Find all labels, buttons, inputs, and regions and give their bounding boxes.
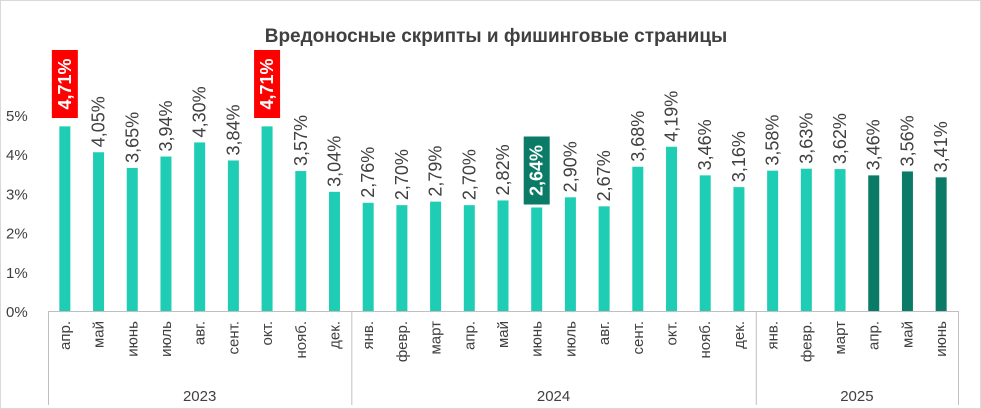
bar bbox=[362, 202, 374, 311]
category-label: янв. bbox=[765, 321, 782, 350]
bar bbox=[868, 175, 880, 311]
data-label: 3,84% bbox=[223, 104, 243, 155]
y-tick-label: 1% bbox=[6, 265, 28, 282]
category-label: июнь bbox=[933, 321, 950, 357]
bar bbox=[328, 191, 340, 311]
category-label: май bbox=[91, 321, 108, 348]
data-label: 4,71% bbox=[257, 58, 277, 109]
category-label: июнь bbox=[529, 321, 546, 357]
data-label: 2,82% bbox=[493, 144, 513, 195]
category-label: нояб. bbox=[697, 321, 714, 359]
data-label: 3,46% bbox=[695, 119, 715, 170]
data-label: 2,90% bbox=[560, 141, 580, 192]
bar bbox=[699, 175, 711, 311]
data-label: 2,79% bbox=[426, 146, 446, 197]
bar bbox=[93, 152, 105, 311]
category-label: авг. bbox=[596, 321, 613, 345]
category-label: сент. bbox=[225, 321, 242, 355]
y-tick-label: 4% bbox=[6, 147, 28, 164]
data-label: 2,70% bbox=[459, 149, 479, 200]
bar bbox=[59, 126, 71, 311]
bar bbox=[531, 207, 543, 311]
data-label-highlight-box bbox=[51, 50, 78, 118]
category-label: янв. bbox=[360, 321, 377, 350]
category-label: март bbox=[832, 321, 849, 355]
category-label: дек. bbox=[731, 321, 748, 349]
data-label: 4,19% bbox=[662, 91, 682, 142]
category-label: окт. bbox=[259, 321, 276, 345]
data-label: 4,30% bbox=[190, 86, 210, 137]
bar bbox=[733, 187, 745, 311]
data-label: 3,65% bbox=[122, 112, 142, 163]
category-label: февр. bbox=[798, 321, 815, 362]
data-label: 3,56% bbox=[897, 115, 917, 166]
category-label: июль bbox=[158, 321, 175, 357]
data-label-highlight-box bbox=[523, 136, 550, 205]
data-label: 3,62% bbox=[830, 113, 850, 164]
category-label: дек. bbox=[326, 321, 343, 349]
bar bbox=[126, 167, 138, 311]
bar bbox=[666, 146, 678, 311]
category-label: июнь bbox=[124, 321, 141, 357]
category-label: нояб. bbox=[293, 321, 310, 359]
category-label: апр. bbox=[461, 321, 478, 350]
bar bbox=[463, 205, 475, 311]
data-label: 3,58% bbox=[763, 115, 783, 166]
category-label: июль bbox=[562, 321, 579, 357]
data-label: 4,71% bbox=[55, 58, 75, 109]
y-axis: 0% 1% 2% 3% 4% 5% bbox=[6, 108, 28, 321]
data-label: 2,76% bbox=[358, 147, 378, 198]
bar bbox=[227, 160, 239, 311]
data-label: 3,46% bbox=[864, 119, 884, 170]
data-label: 3,94% bbox=[156, 101, 176, 152]
y-tick-label: 2% bbox=[6, 226, 28, 243]
category-label: март bbox=[428, 321, 445, 355]
category-label: май bbox=[899, 321, 916, 348]
category-label: апр. bbox=[57, 321, 74, 350]
bar bbox=[497, 200, 509, 311]
data-label: 4,05% bbox=[89, 96, 109, 147]
bar bbox=[564, 197, 576, 311]
bar bbox=[194, 142, 206, 311]
bar bbox=[632, 166, 644, 311]
category-label: сент. bbox=[630, 321, 647, 355]
bar bbox=[767, 170, 779, 311]
year-label: 2023 bbox=[183, 388, 216, 405]
category-label: апр. bbox=[866, 321, 883, 350]
data-label: 3,68% bbox=[628, 111, 648, 162]
data-label: 2,67% bbox=[594, 150, 614, 201]
category-label: авг. bbox=[192, 321, 209, 345]
category-label: февр. bbox=[394, 321, 411, 362]
data-label-highlight-box bbox=[254, 50, 281, 118]
chart-title: Вредоносные скрипты и фишинговые страниц… bbox=[265, 26, 728, 47]
bar bbox=[160, 156, 172, 311]
bar bbox=[261, 126, 273, 311]
year-label: 2024 bbox=[537, 388, 570, 405]
y-tick-label: 0% bbox=[6, 304, 28, 321]
data-label: 3,41% bbox=[931, 121, 951, 172]
data-label: 2,70% bbox=[392, 149, 412, 200]
data-label: 3,04% bbox=[324, 136, 344, 187]
bar bbox=[430, 201, 442, 311]
y-tick-label: 3% bbox=[6, 186, 28, 203]
bar bbox=[295, 171, 307, 311]
data-label: 3,57% bbox=[291, 115, 311, 166]
bar bbox=[935, 177, 947, 311]
bar bbox=[834, 169, 846, 311]
bar bbox=[800, 168, 812, 311]
data-label: 3,63% bbox=[796, 113, 816, 164]
year-label: 2025 bbox=[840, 388, 873, 405]
bar bbox=[901, 171, 913, 311]
bars bbox=[59, 126, 947, 311]
bar bbox=[396, 205, 408, 311]
bar bbox=[598, 206, 610, 311]
data-label: 3,16% bbox=[729, 131, 749, 182]
data-label: 2,64% bbox=[527, 145, 547, 196]
data-labels: 4,71% 4,05% 3,65% 3,94% 4,30% 3,84% 4,71% 3,57%… bbox=[51, 50, 951, 205]
x-axis: апр. май июнь июль авг. сент. окт. нояб. дек. янв… bbox=[48, 311, 959, 405]
category-label: май bbox=[495, 321, 512, 348]
category-label: окт. bbox=[664, 321, 681, 345]
y-tick-label: 5% bbox=[6, 108, 28, 125]
